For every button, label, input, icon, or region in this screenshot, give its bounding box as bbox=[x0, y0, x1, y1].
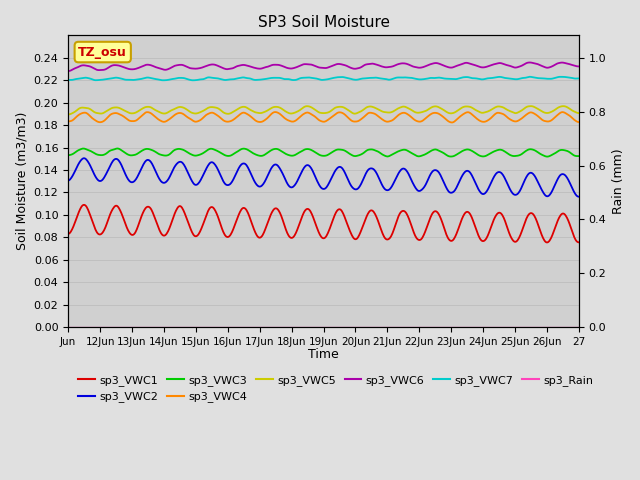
Title: SP3 Soil Moisture: SP3 Soil Moisture bbox=[257, 15, 390, 30]
Legend: sp3_VWC1, sp3_VWC2, sp3_VWC3, sp3_VWC4, sp3_VWC5, sp3_VWC6, sp3_VWC7, sp3_Rain: sp3_VWC1, sp3_VWC2, sp3_VWC3, sp3_VWC4, … bbox=[74, 371, 598, 407]
Y-axis label: Rain (mm): Rain (mm) bbox=[612, 148, 625, 214]
X-axis label: Time: Time bbox=[308, 348, 339, 361]
Text: TZ_osu: TZ_osu bbox=[78, 46, 127, 59]
Y-axis label: Soil Moisture (m3/m3): Soil Moisture (m3/m3) bbox=[15, 112, 28, 251]
